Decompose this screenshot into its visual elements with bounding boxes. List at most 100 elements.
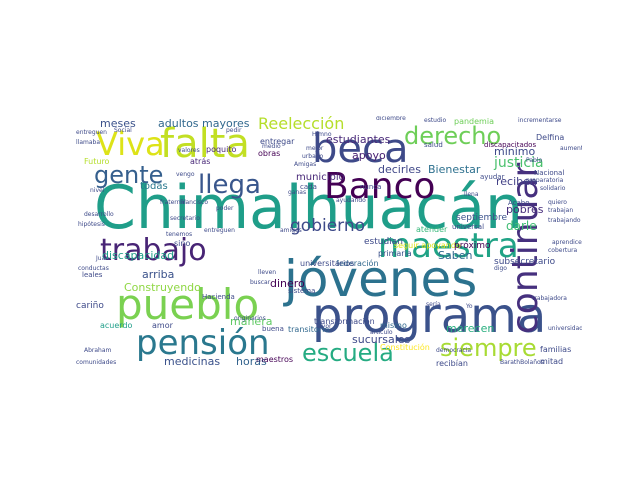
word-amor: mismo	[380, 321, 407, 330]
word-obras: seguir apoyando	[394, 241, 461, 250]
word-pedir: aumentar	[560, 145, 582, 152]
word-incrementarse: conductas	[78, 265, 109, 272]
word-seguir-apoyando: todas	[140, 181, 168, 192]
word-buena: discapacitados	[484, 141, 537, 149]
word-fraternal: diciembre	[376, 116, 406, 122]
word-federacion: septiembre	[456, 213, 508, 223]
word-pablo: trabajan	[548, 207, 574, 214]
word-tenemos: ganas	[288, 189, 307, 196]
word-decirles: decirles	[378, 163, 421, 176]
word-medicinas: medicinas	[164, 355, 221, 368]
word-vengo: urbano	[302, 153, 324, 160]
word-nivel: mejor	[306, 145, 324, 152]
word-viva: Viva	[96, 125, 165, 163]
word-democracia: digo	[494, 265, 507, 272]
word-cada: Acabo	[508, 199, 530, 207]
word-carino: maestros	[256, 355, 294, 364]
word-quiero: sistema	[288, 287, 316, 295]
word-falta: falta	[160, 121, 250, 167]
word-acuerdo: poquito	[206, 145, 237, 154]
word-diciembre: amigos	[280, 227, 302, 234]
word-social: artículo	[370, 329, 393, 336]
word-entreguen: aprendices	[552, 239, 582, 246]
word-ir: leales	[82, 271, 103, 279]
word-saben: municipio	[296, 172, 345, 183]
word-pandemia: mitad	[540, 357, 564, 366]
word-maestros: transformación	[314, 317, 375, 326]
word-abraham: llena	[464, 191, 479, 198]
word-sistema: Nacional	[534, 169, 565, 177]
word-transformacion: recibían	[436, 359, 468, 368]
word-lleven: nivel	[90, 187, 105, 194]
word-llena: solidario	[540, 185, 566, 192]
word-articulo: cada	[300, 183, 317, 191]
word-llega: llega	[198, 170, 261, 200]
word-nunca: quiero	[548, 199, 567, 206]
word-urbano: estudio	[424, 117, 447, 124]
word-conductas: Pablo	[526, 157, 543, 164]
word-poquito: Futuro	[84, 157, 110, 166]
word-septiembre: sino	[174, 239, 191, 248]
word-entreguen-2: cobertura	[548, 247, 578, 254]
word-trabajan: democracia	[436, 347, 472, 354]
word-leales: entreguen	[76, 129, 107, 136]
word-construyendo: Construyendo	[124, 281, 201, 294]
word-discapacitados: cariño	[76, 301, 104, 311]
word-juan: ayudando	[336, 197, 366, 204]
word-programa: programa	[312, 288, 547, 344]
word-digo: Juan	[96, 255, 110, 262]
word-estudio: Francisco	[180, 199, 209, 206]
word-transitorio: Delfina	[536, 133, 565, 142]
word-llamaba: favor	[316, 323, 332, 330]
word-recibian: primaria	[378, 249, 412, 258]
word-futuro: Saben	[438, 249, 473, 262]
word-universitarios: próximo	[454, 241, 491, 251]
word-hacienda: salud	[424, 141, 443, 149]
word-subsecretario: estudian	[364, 237, 403, 247]
word-apoyo: apoyo	[352, 149, 386, 162]
word-reciben: reciben	[496, 175, 537, 188]
word-meses: meses	[100, 117, 136, 130]
word-aprendices: pedir	[226, 127, 242, 134]
word-corazon: BarathBolaños	[500, 359, 544, 366]
word-desarrollo: hipótesis	[78, 221, 105, 228]
word-poder: medio	[262, 143, 281, 150]
word-mitad: transitorio	[288, 325, 330, 334]
word-atender: federación	[336, 259, 379, 268]
word-comunidades: trabajadora	[532, 295, 567, 302]
word-proximo: acuerdo	[100, 321, 133, 330]
word-delfina: atender	[416, 225, 448, 234]
word-estudiantes: estudiantes	[326, 133, 391, 146]
word-solidario: Yo	[466, 303, 473, 310]
word-ganas: Amigas	[294, 161, 317, 168]
word-familias: Constitución	[380, 343, 430, 352]
word-justicia: justicia	[494, 155, 544, 171]
word-gente: gente	[94, 161, 164, 189]
word-escuela: escuela	[302, 339, 394, 367]
word-arriba: arriba	[142, 268, 175, 281]
word-ayudando: vengo	[176, 171, 195, 178]
word-universal: Hacienda	[202, 293, 235, 301]
word-barathbolanos: incrementarse	[518, 117, 562, 124]
word-continuar: continuar	[505, 162, 546, 334]
word-constitucion: amor	[152, 321, 173, 330]
word-darle: darle	[506, 219, 537, 233]
word-nacional: pandemia	[454, 117, 494, 126]
word-chimalhuacan: Chimalhuacán	[94, 173, 524, 243]
word-secretario: universidad	[548, 325, 582, 332]
word-estudian: obras	[258, 149, 281, 158]
word-trabajando: preparatoria	[526, 177, 564, 184]
word-cloud: Chimalhuacán jóvenes programa Banco falt…	[74, 116, 582, 372]
word-acabo: buena	[262, 325, 284, 333]
word-entregar: atrás	[190, 157, 211, 166]
word-seria: buscar	[250, 279, 271, 286]
word-pension: pensión	[136, 323, 270, 363]
word-ayudar: universal	[452, 223, 485, 231]
word-cobertura: Himno	[312, 131, 332, 138]
word-mismo: universitarios	[300, 259, 355, 268]
word-jovenes: jóvenes	[284, 250, 478, 308]
word-discapacidad: discapacidad	[102, 249, 175, 262]
word-beca: beca	[312, 126, 409, 172]
word-manera: manera	[230, 315, 273, 328]
word-salud: familias	[540, 345, 572, 354]
